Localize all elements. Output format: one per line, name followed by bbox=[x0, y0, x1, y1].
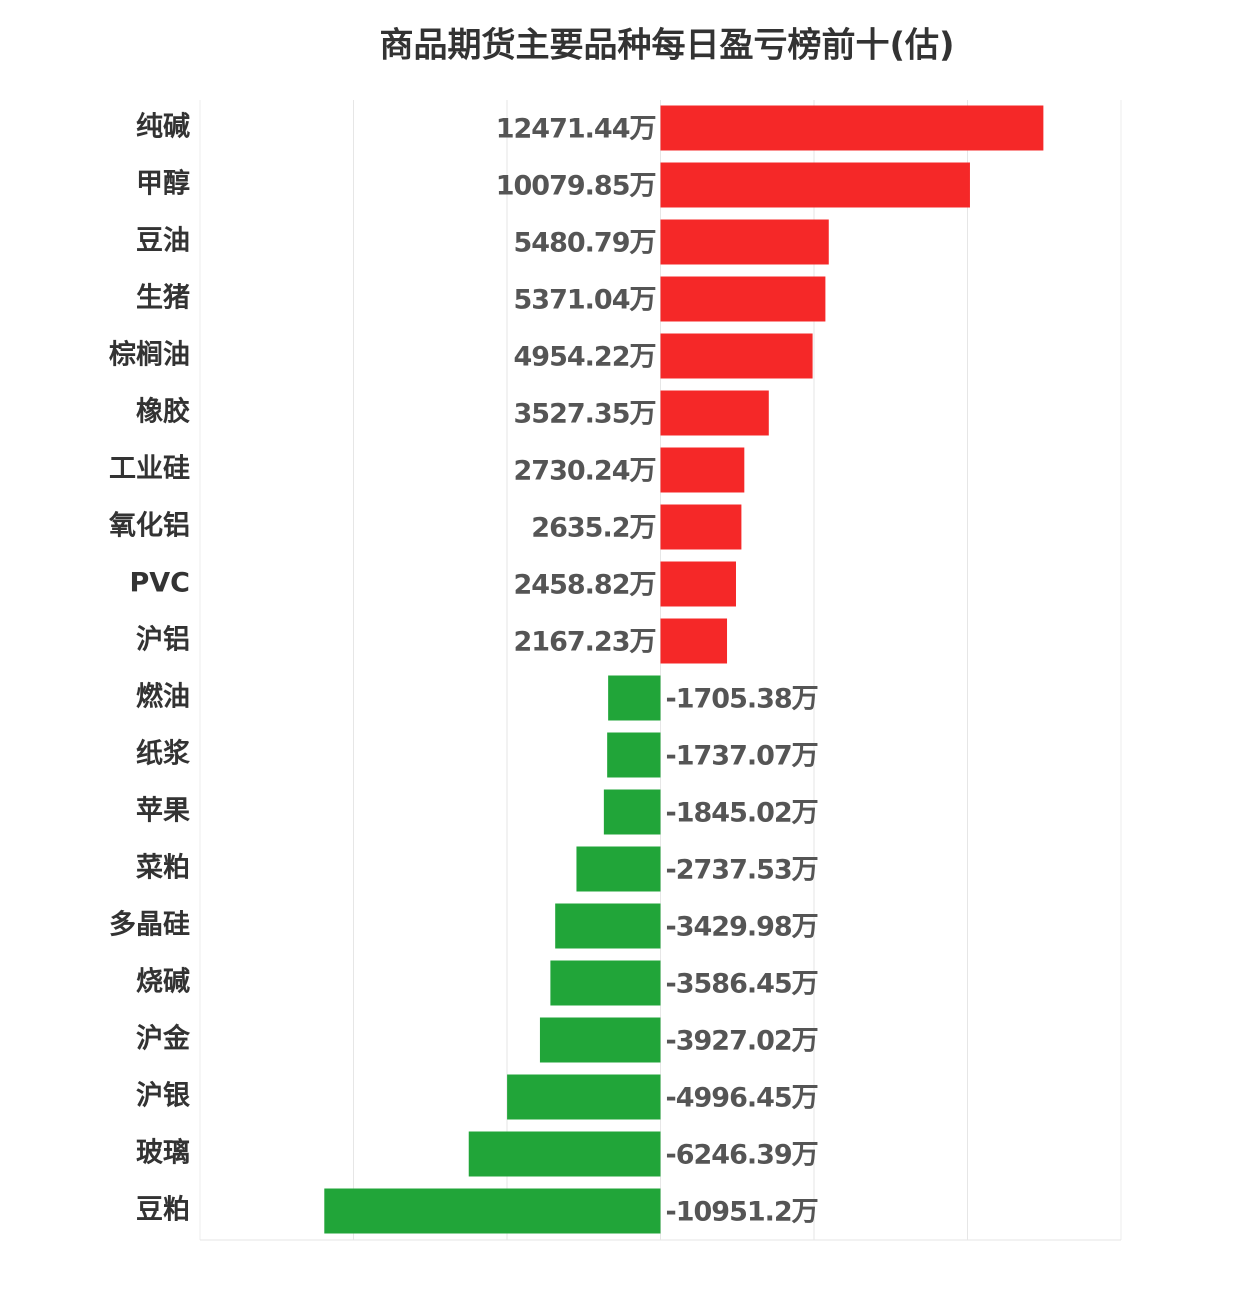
value-label: 5371.04万 bbox=[514, 285, 656, 316]
bar bbox=[507, 1074, 661, 1120]
bar bbox=[324, 1188, 661, 1234]
value-label: -1737.07万 bbox=[666, 741, 818, 772]
value-label: -2737.53万 bbox=[666, 855, 818, 886]
value-label: 2458.82万 bbox=[514, 570, 656, 601]
bar bbox=[660, 276, 826, 322]
category-label: 生猪 bbox=[136, 283, 190, 314]
bar bbox=[576, 846, 661, 892]
bar bbox=[603, 789, 661, 835]
category-label: 氧化铝 bbox=[108, 511, 190, 542]
category-label: 烧碱 bbox=[136, 967, 190, 998]
category-label: 棕榈油 bbox=[109, 340, 190, 371]
value-label: -1705.38万 bbox=[666, 684, 818, 715]
category-label: 玻璃 bbox=[136, 1138, 190, 1169]
value-label: 2730.24万 bbox=[514, 456, 656, 487]
bar bbox=[660, 618, 728, 664]
category-label: 燃油 bbox=[136, 682, 190, 713]
value-label: 3527.35万 bbox=[514, 399, 656, 430]
value-label: -3429.98万 bbox=[666, 912, 818, 943]
bar bbox=[660, 447, 745, 493]
value-label: 5480.79万 bbox=[514, 228, 656, 259]
category-label: 豆粕 bbox=[136, 1195, 190, 1226]
bar bbox=[660, 561, 736, 607]
category-label: PVC bbox=[130, 568, 191, 599]
chart-title: 商品期货主要品种每日盈亏榜前十(估) bbox=[379, 26, 954, 66]
bar bbox=[539, 1017, 661, 1063]
bar bbox=[660, 105, 1044, 151]
category-label: 沪金 bbox=[136, 1023, 191, 1055]
category-label: 工业硅 bbox=[109, 454, 190, 485]
value-label: 2167.23万 bbox=[514, 627, 656, 658]
category-label: 菜粕 bbox=[135, 853, 190, 884]
category-label: 沪银 bbox=[136, 1081, 190, 1112]
bar bbox=[550, 960, 661, 1006]
bar bbox=[468, 1131, 661, 1177]
value-label: -3927.02万 bbox=[666, 1026, 818, 1057]
bar bbox=[555, 903, 661, 949]
bar bbox=[660, 162, 970, 208]
bar bbox=[660, 333, 813, 379]
value-label: -10951.2万 bbox=[666, 1197, 818, 1228]
bar bbox=[660, 219, 829, 265]
category-label: 橡胶 bbox=[136, 396, 190, 428]
category-label: 豆油 bbox=[136, 226, 190, 257]
bar bbox=[608, 675, 661, 721]
value-label: -6246.39万 bbox=[666, 1140, 818, 1171]
value-label: 12471.44万 bbox=[496, 114, 656, 145]
bar bbox=[660, 390, 769, 436]
value-label: 4954.22万 bbox=[514, 342, 656, 373]
bar bbox=[660, 504, 742, 550]
category-label: 沪铝 bbox=[136, 625, 190, 656]
value-label: -4996.45万 bbox=[666, 1083, 818, 1114]
bar bbox=[607, 732, 661, 778]
category-label: 多晶硅 bbox=[109, 910, 190, 941]
value-label: -3586.45万 bbox=[666, 969, 818, 1000]
value-label: 2635.2万 bbox=[531, 513, 655, 544]
value-label: 10079.85万 bbox=[496, 171, 656, 202]
category-label: 纯碱 bbox=[136, 111, 190, 143]
value-label: -1845.02万 bbox=[666, 798, 818, 829]
category-label: 苹果 bbox=[136, 796, 190, 827]
category-label: 纸浆 bbox=[136, 738, 191, 770]
category-label: 甲醇 bbox=[136, 168, 190, 200]
